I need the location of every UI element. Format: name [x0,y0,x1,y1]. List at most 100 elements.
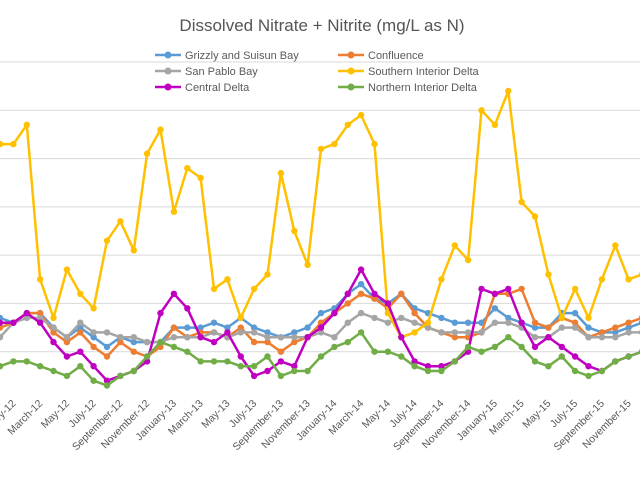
series-layer [0,87,640,389]
data-point [558,314,565,322]
data-point [398,314,405,322]
data-point [478,285,485,293]
data-point [50,338,57,346]
data-point [264,329,271,336]
data-point [357,329,365,336]
data-point [103,382,111,389]
data-point [50,329,57,336]
data-point [411,358,418,365]
data-point [344,121,351,128]
data-point [451,334,458,341]
data-point [210,358,218,365]
data-point [518,285,525,293]
data-point [264,353,271,360]
data-point [612,324,619,331]
data-point [264,338,271,346]
data-point [117,334,124,341]
data-point [291,363,298,370]
data-point [90,329,97,336]
data-point [197,358,204,365]
data-point [438,363,445,370]
data-point [184,334,191,341]
data-point [210,329,218,336]
data-point [558,353,565,360]
data-point [478,329,485,336]
data-point [451,319,458,326]
data-point [197,174,204,182]
data-point [451,358,458,365]
data-point [264,334,271,341]
data-point [170,324,178,331]
data-point [264,271,271,278]
data-point [424,367,432,375]
data-point [157,126,164,133]
data-point [90,363,97,370]
series-confluence [0,285,640,360]
data-point [344,319,351,326]
data-point [424,324,432,331]
data-point [531,358,539,365]
data-point [585,314,592,322]
data-point [598,334,606,341]
data-point [518,319,525,326]
data-point [411,319,418,326]
data-point [598,276,606,283]
data-point [90,377,97,384]
data-point [304,324,311,331]
series-central-delta [0,266,640,384]
data-point [77,329,84,336]
data-point [210,319,218,326]
series-southern-interior-delta [0,87,640,341]
data-point [384,348,392,355]
data-point [545,324,552,331]
data-point [117,372,124,380]
data-point [103,353,111,360]
data-point [491,121,499,128]
data-point [625,276,632,283]
data-point [130,338,137,346]
data-point [0,363,4,370]
data-point [331,309,338,317]
data-point [170,208,178,215]
data-point [464,319,472,326]
data-point [625,353,632,360]
data-point [143,150,151,157]
data-point [237,363,244,370]
data-point [130,367,137,375]
data-point [277,348,285,355]
data-point [317,145,325,153]
data-point [130,247,137,254]
legend-label: Northern Interior Delta [368,82,478,94]
data-point [464,329,472,336]
data-point [384,309,392,317]
data-point [571,324,579,331]
data-point [438,329,445,336]
data-point [317,309,325,317]
data-point [77,348,84,355]
data-point [224,276,231,283]
legend-swatch-marker [347,83,355,91]
data-point [331,343,338,351]
data-point [571,309,579,317]
data-point [398,334,405,341]
data-point [36,309,44,317]
data-point [505,285,512,293]
data-point [36,276,44,283]
data-point [545,334,552,341]
data-point [357,266,365,273]
data-point [531,319,539,326]
data-point [331,334,338,341]
data-point [291,227,298,235]
data-point [411,309,418,317]
data-point [331,140,338,148]
data-point [23,358,30,365]
data-point [625,319,632,326]
data-point [424,319,432,326]
data-point [36,314,44,322]
data-point [0,314,4,322]
data-point [571,367,579,375]
data-point [491,319,499,326]
data-point [0,140,4,148]
data-point [184,324,191,331]
data-point [23,309,30,317]
